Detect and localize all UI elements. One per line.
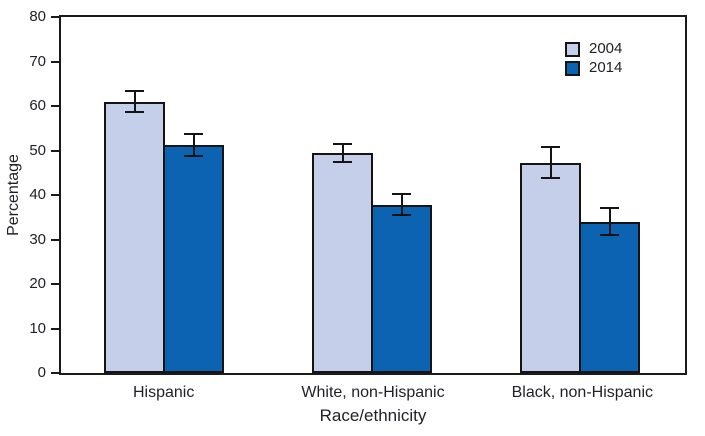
y-tick-mark [51,149,59,152]
error-bar-line [549,147,552,178]
bars-container [61,17,685,373]
error-bar-line [400,195,403,215]
y-tick-label-50: 50 [29,141,46,159]
x-category-label-hispanic: Hispanic [132,384,195,401]
legend: 2004 2014 [565,41,622,76]
y-tick-mark [51,283,59,285]
error-bar-line [608,209,611,235]
y-tick-label-20: 20 [29,275,46,292]
y-tick-label-70: 70 [29,52,46,70]
y-axis-tick-labels: 0 10 20 30 40 50 60 70 80 [0,8,52,381]
bar-2004-hispanic [104,101,165,373]
x-axis-title: Race/ethnicity [319,406,427,425]
legend-swatch-2014 [565,60,580,76]
x-category-label-white-non-hispanic: White, non-Hispanic [301,384,445,401]
y-tick-mark [51,372,59,374]
y-tick-label-60: 60 [29,97,46,114]
x-category-label-black-non-hispanic: Black, non-Hispanic [511,384,654,401]
legend-row-2004: 2004 [565,41,622,57]
error-bar-line [192,134,195,155]
error-bar-2014-black-non-hispanic [600,207,619,237]
legend-swatch-2004 [565,41,580,57]
y-tick-mark [51,238,59,241]
bar-group-white-non-hispanic [269,17,477,373]
y-tick-mark [51,105,59,107]
y-tick-mark [51,16,59,18]
legend-label-2014: 2014 [589,59,623,76]
x-category-labels: Hispanic White, non-Hispanic Black, non-Hi… [59,383,687,402]
error-bar-line [341,144,344,161]
bar-group-hispanic [61,17,269,373]
legend-row-2014: 2014 [565,60,622,76]
y-tick-label-40: 40 [29,186,46,203]
bar-2004-white-non-hispanic [312,152,373,373]
error-bar-2004-hispanic [125,90,144,114]
plot-area: 2004 2014 [51,15,687,375]
y-tick-label-0: 0 [37,364,46,381]
y-tick-mark [51,60,59,63]
legend-label-2004: 2004 [589,40,623,57]
y-tick-mark [51,194,59,196]
error-bar-2004-black-non-hispanic [541,145,560,180]
error-bar-2014-hispanic [184,132,203,157]
error-bar-2014-white-non-hispanic [392,193,411,217]
y-tick-label-30: 30 [29,230,46,248]
bar-2014-hispanic [163,144,224,373]
error-bar-line [133,92,136,112]
bar-2004-black-non-hispanic [520,162,581,373]
bar-group-black-non-hispanic [477,17,685,373]
bar-2014-white-non-hispanic [371,204,432,373]
y-tick-label-10: 10 [29,319,46,337]
bar-2014-black-non-hispanic [579,221,640,373]
error-bar-2004-white-non-hispanic [333,142,352,163]
y-tick-label-80: 80 [29,8,46,25]
y-tick-mark [51,327,59,330]
